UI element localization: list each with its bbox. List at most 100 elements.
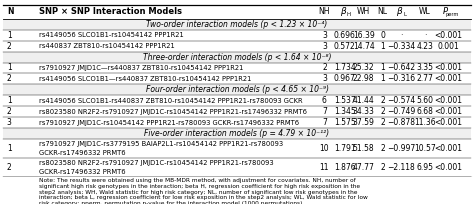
Text: significant high risk genotypes in the interaction; beta H, regression coefficie: significant high risk genotypes in the i… xyxy=(39,184,361,189)
Text: 7: 7 xyxy=(322,107,327,116)
Text: 0.572: 0.572 xyxy=(334,42,356,51)
Text: β: β xyxy=(396,8,402,17)
Text: 47.77: 47.77 xyxy=(353,163,374,172)
Text: <0.001: <0.001 xyxy=(435,107,463,116)
Text: Three-order interaction models (p < 1.64 × 10⁻⁸): Three-order interaction models (p < 1.64… xyxy=(143,53,331,62)
Text: −0.997: −0.997 xyxy=(387,144,416,153)
Text: β: β xyxy=(339,8,345,17)
Text: 1: 1 xyxy=(380,42,385,51)
Text: 0.696: 0.696 xyxy=(334,31,356,40)
Text: rs4149056 SLCO1B1-rs10454142 PPP1R21: rs4149056 SLCO1B1-rs10454142 PPP1R21 xyxy=(39,32,184,38)
Text: rs7910927 JMJD1C—rs440837 ZBT810-rs10454142 PPP1R21: rs7910927 JMJD1C—rs440837 ZBT810-rs10454… xyxy=(39,65,244,71)
Text: WH: WH xyxy=(357,8,370,17)
Text: −0.642: −0.642 xyxy=(387,63,416,72)
Text: 1.575: 1.575 xyxy=(334,118,356,127)
Text: 2.77: 2.77 xyxy=(417,74,434,83)
Text: 1: 1 xyxy=(7,63,11,72)
Text: GCKR-rs17496332 PRMT6: GCKR-rs17496332 PRMT6 xyxy=(39,150,126,156)
Text: 1: 1 xyxy=(7,96,11,105)
Text: −0.878: −0.878 xyxy=(387,118,416,127)
Text: 2: 2 xyxy=(7,163,11,172)
Text: <0.001: <0.001 xyxy=(435,144,463,153)
Text: 1: 1 xyxy=(380,63,385,72)
Text: L: L xyxy=(403,12,406,17)
Text: ·: · xyxy=(400,31,402,40)
Text: −0.574: −0.574 xyxy=(387,96,416,105)
Text: 11.36: 11.36 xyxy=(414,118,436,127)
Text: 10: 10 xyxy=(319,144,329,153)
Text: −0.749: −0.749 xyxy=(387,107,416,116)
Text: rs4149056 SLCO1B1-rs440837 ZBT810-rs10454142 PPP1R21-rs780093 GCKR: rs4149056 SLCO1B1-rs440837 ZBT810-rs1045… xyxy=(39,98,303,104)
Text: 25.32: 25.32 xyxy=(353,63,374,72)
Text: Note: The results were obtained using the MB-MDR method, with adjustment for cov: Note: The results were obtained using th… xyxy=(39,178,356,183)
Text: rs4149056 SLCO1B1—rs440837 ZBT810-rs10454142 PPP1R21: rs4149056 SLCO1B1—rs440837 ZBT810-rs1045… xyxy=(39,76,252,82)
Text: 6.68: 6.68 xyxy=(417,107,434,116)
Text: 1.345: 1.345 xyxy=(334,107,356,116)
Text: ·: · xyxy=(424,31,426,40)
Text: 6: 6 xyxy=(322,96,327,105)
Text: <0.001: <0.001 xyxy=(435,163,463,172)
Text: rs7910927 JMJD1C-rs3779195 BAIAP2L1-rs10454142 PPP1R21-rs780093: rs7910927 JMJD1C-rs3779195 BAIAP2L1-rs10… xyxy=(39,141,283,147)
Text: 6.95: 6.95 xyxy=(417,163,434,172)
Text: 10.57: 10.57 xyxy=(414,144,436,153)
Text: 1: 1 xyxy=(7,144,11,153)
Text: −2.118: −2.118 xyxy=(388,163,415,172)
Text: <0.001: <0.001 xyxy=(435,118,463,127)
Text: H: H xyxy=(346,12,350,17)
Text: risk category; pperm, permutation p-value for the interaction model (1000 permut: risk category; pperm, permutation p-valu… xyxy=(39,201,305,204)
Text: 37.59: 37.59 xyxy=(353,118,374,127)
Text: 0: 0 xyxy=(380,31,385,40)
Text: step2 analysis; WH, Wald statistic for high risk category; NL, number of signifi: step2 analysis; WH, Wald statistic for h… xyxy=(39,190,358,195)
Text: 7: 7 xyxy=(322,118,327,127)
Bar xyxy=(3,84,471,95)
Text: 3: 3 xyxy=(322,74,327,83)
Text: 14.74: 14.74 xyxy=(353,42,374,51)
Text: rs8023580 NR2F2-rs7910927 JMJD1C-rs10454142 PPP1R21-rs17496332 PRMT6: rs8023580 NR2F2-rs7910927 JMJD1C-rs10454… xyxy=(39,109,308,115)
Text: GCKR-rs17496332 PRMT6: GCKR-rs17496332 PRMT6 xyxy=(39,169,126,175)
Text: perm: perm xyxy=(446,12,459,17)
Text: Five-order interaction models (p = 4.79 × 10⁻¹²): Five-order interaction models (p = 4.79 … xyxy=(145,129,329,138)
Text: 5.60: 5.60 xyxy=(417,96,434,105)
Text: 11: 11 xyxy=(319,163,329,172)
Bar xyxy=(3,19,471,30)
Text: 2: 2 xyxy=(380,118,385,127)
Text: Four-order interaction models (p < 4.65 × 10⁻⁹): Four-order interaction models (p < 4.65 … xyxy=(146,85,328,94)
Text: 4.23: 4.23 xyxy=(417,42,434,51)
Text: NH: NH xyxy=(319,8,330,17)
Bar xyxy=(3,128,471,139)
Text: 41.44: 41.44 xyxy=(353,96,374,105)
Text: 1.876: 1.876 xyxy=(334,163,356,172)
Text: WL: WL xyxy=(419,8,431,17)
Text: 2: 2 xyxy=(322,63,327,72)
Text: Two-order interaction models (p < 1.23 × 10⁻⁴): Two-order interaction models (p < 1.23 ×… xyxy=(146,20,328,29)
Text: 0.001: 0.001 xyxy=(438,42,460,51)
Text: NL: NL xyxy=(378,8,388,17)
Text: <0.001: <0.001 xyxy=(435,96,463,105)
Text: P: P xyxy=(442,8,447,17)
Text: 1.537: 1.537 xyxy=(334,96,356,105)
Text: 0.967: 0.967 xyxy=(334,74,356,83)
Text: <0.001: <0.001 xyxy=(435,31,463,40)
Text: rs7910927 JMJD1C-rs10454142 PPP1R21-rs780093 GCKR-rs17496332 PRMT6: rs7910927 JMJD1C-rs10454142 PPP1R21-rs78… xyxy=(39,120,300,125)
Text: 2: 2 xyxy=(7,42,11,51)
Text: 1: 1 xyxy=(7,31,11,40)
Text: 2: 2 xyxy=(380,96,385,105)
Text: 3: 3 xyxy=(322,42,327,51)
Text: −0.316: −0.316 xyxy=(387,74,416,83)
Text: 22.98: 22.98 xyxy=(353,74,374,83)
Bar xyxy=(3,52,471,62)
Text: <0.001: <0.001 xyxy=(435,74,463,83)
Text: rs8023580 NR2F2-rs7910927 JMJD1C-rs10454142 PPP1R21-rs780093: rs8023580 NR2F2-rs7910927 JMJD1C-rs10454… xyxy=(39,160,274,166)
Text: interaction; beta L, regression coefficient for low risk exposition in the step2: interaction; beta L, regression coeffici… xyxy=(39,195,368,200)
Text: <0.001: <0.001 xyxy=(435,63,463,72)
Text: −0.334: −0.334 xyxy=(387,42,416,51)
Text: 2: 2 xyxy=(7,74,11,83)
Text: rs440837 ZBT810-rs10454142 PPP1R21: rs440837 ZBT810-rs10454142 PPP1R21 xyxy=(39,43,175,49)
Text: 16.39: 16.39 xyxy=(353,31,374,40)
Text: 1.791: 1.791 xyxy=(334,144,356,153)
Text: 2: 2 xyxy=(380,144,385,153)
Text: 1.734: 1.734 xyxy=(334,63,356,72)
Text: 3: 3 xyxy=(7,118,12,127)
Text: 2: 2 xyxy=(7,107,11,116)
Text: 34.33: 34.33 xyxy=(353,107,374,116)
